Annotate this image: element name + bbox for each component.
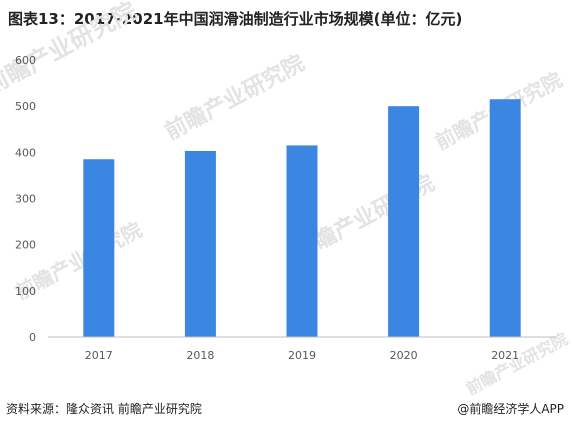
x-tick-label: 2017	[85, 349, 113, 362]
y-tick-label: 600	[15, 54, 36, 67]
bar	[489, 99, 521, 337]
bar	[286, 145, 318, 337]
bar	[83, 159, 115, 337]
y-tick-label: 500	[15, 100, 36, 113]
bars	[83, 99, 521, 338]
bar	[184, 150, 216, 337]
watermark-text: 前瞻产业研究院	[161, 50, 309, 145]
x-axis-ticks: 2017 2018 2019 2020 2021	[85, 349, 519, 362]
watermark-text: 前瞻产业研究院	[0, 0, 141, 100]
y-tick-label: 0	[29, 331, 36, 344]
x-tick-label: 2020	[390, 349, 418, 362]
watermark-text: 前瞻产业研究院	[463, 329, 571, 398]
source-note: 资料来源：隆众资讯 前瞻产业研究院	[6, 402, 202, 416]
credit-note: @前瞻经济学人APP	[457, 402, 564, 416]
y-axis-ticks: 0 100 200 300 400 500 600	[15, 54, 36, 344]
y-tick-label: 200	[15, 239, 36, 252]
x-tick-label: 2021	[491, 349, 519, 362]
x-tick-label: 2018	[186, 349, 214, 362]
x-tick-label: 2019	[288, 349, 316, 362]
bar	[388, 106, 420, 338]
y-tick-label: 100	[15, 285, 36, 298]
y-tick-label: 300	[15, 193, 36, 206]
y-tick-label: 400	[15, 146, 36, 159]
chart-title: 图表13：2017-2021年中国润滑油制造行业市场规模(单位：亿元)	[8, 10, 463, 28]
